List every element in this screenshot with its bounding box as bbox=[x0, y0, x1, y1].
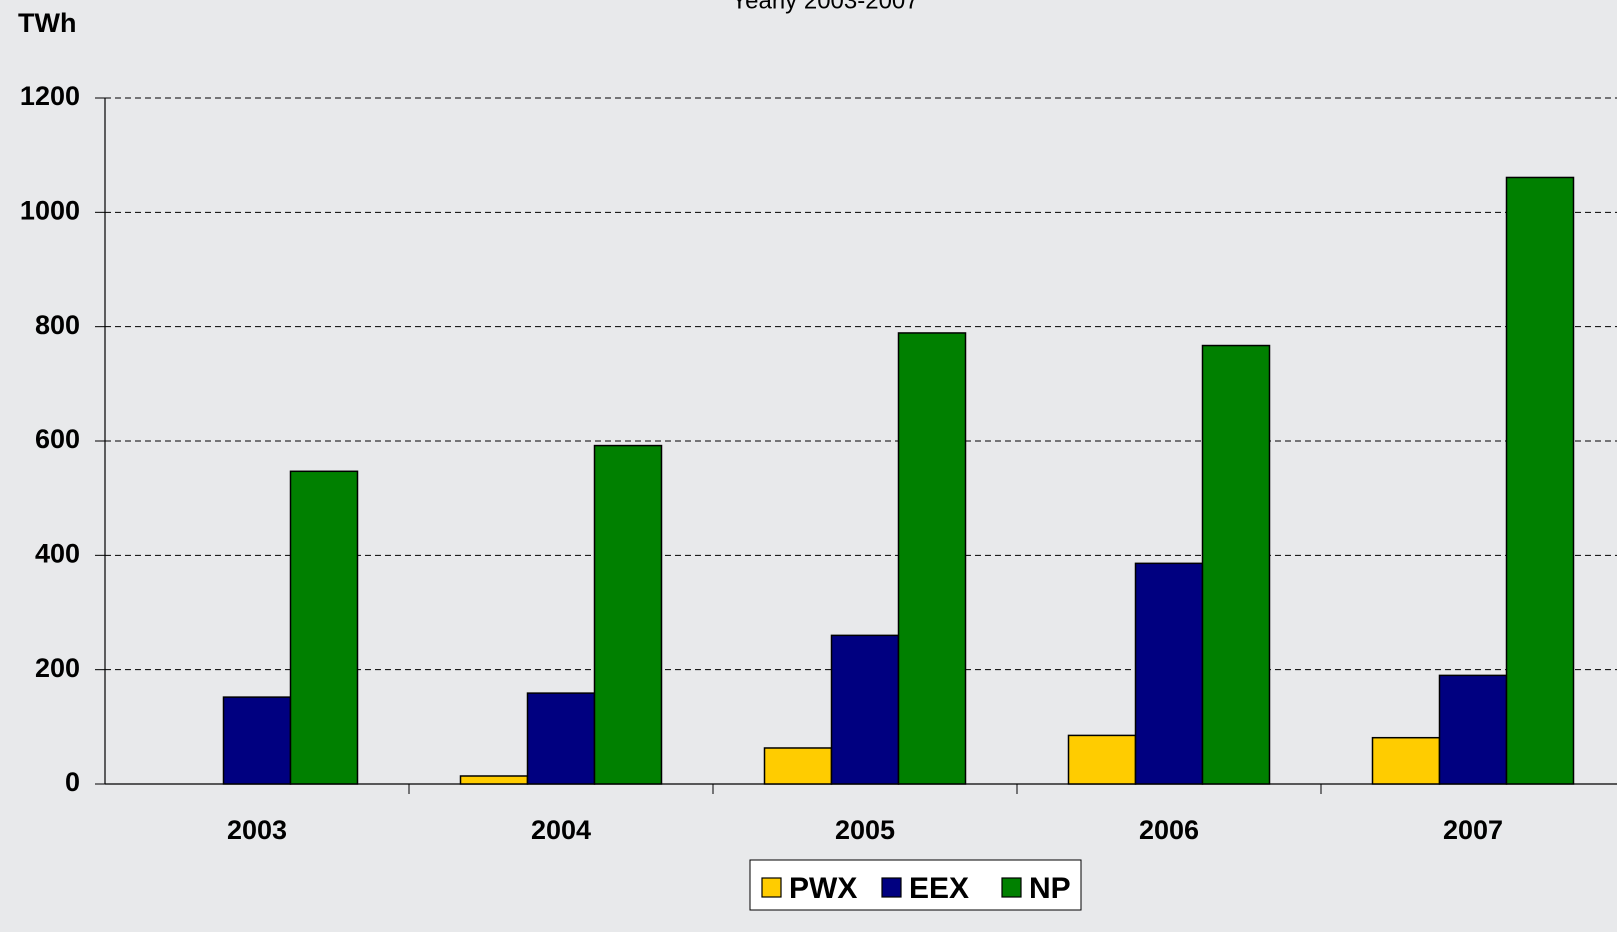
y-tick-label: 0 bbox=[65, 767, 80, 797]
legend-label: PWX bbox=[789, 872, 857, 905]
bar bbox=[897, 332, 967, 785]
bar bbox=[1067, 734, 1137, 785]
y-tick-label: 800 bbox=[35, 310, 80, 340]
bar bbox=[1505, 176, 1575, 785]
x-tick-label: 2006 bbox=[1139, 815, 1199, 845]
y-tick-label: 1000 bbox=[20, 195, 80, 225]
chart-title: Yearly 2003-2007 bbox=[731, 0, 918, 14]
bar bbox=[222, 696, 292, 785]
y-axis-label: TWh bbox=[18, 8, 76, 38]
y-tick-label: 200 bbox=[35, 653, 80, 683]
bar bbox=[763, 747, 833, 785]
y-tick-label: 600 bbox=[35, 424, 80, 454]
x-tick-label: 2003 bbox=[227, 815, 287, 845]
bar bbox=[1438, 674, 1508, 785]
legend-swatch bbox=[1001, 877, 1022, 898]
legend-box bbox=[749, 859, 1082, 911]
legend-label: EEX bbox=[909, 872, 969, 905]
bar bbox=[593, 444, 663, 785]
legend-swatch bbox=[881, 877, 902, 898]
legend-label: NP bbox=[1029, 872, 1071, 905]
bar bbox=[1134, 562, 1204, 785]
bar bbox=[526, 692, 596, 785]
y-tick-label: 1200 bbox=[20, 81, 80, 111]
bar bbox=[459, 775, 529, 785]
bar bbox=[1201, 344, 1271, 785]
x-tick-label: 2007 bbox=[1443, 815, 1503, 845]
bar bbox=[830, 634, 900, 785]
bar bbox=[1371, 736, 1441, 785]
x-tick-label: 2004 bbox=[531, 815, 591, 845]
y-tick-label: 400 bbox=[35, 538, 80, 568]
bar bbox=[289, 470, 359, 785]
x-tick-label: 2005 bbox=[835, 815, 895, 845]
legend-swatch bbox=[761, 877, 782, 898]
